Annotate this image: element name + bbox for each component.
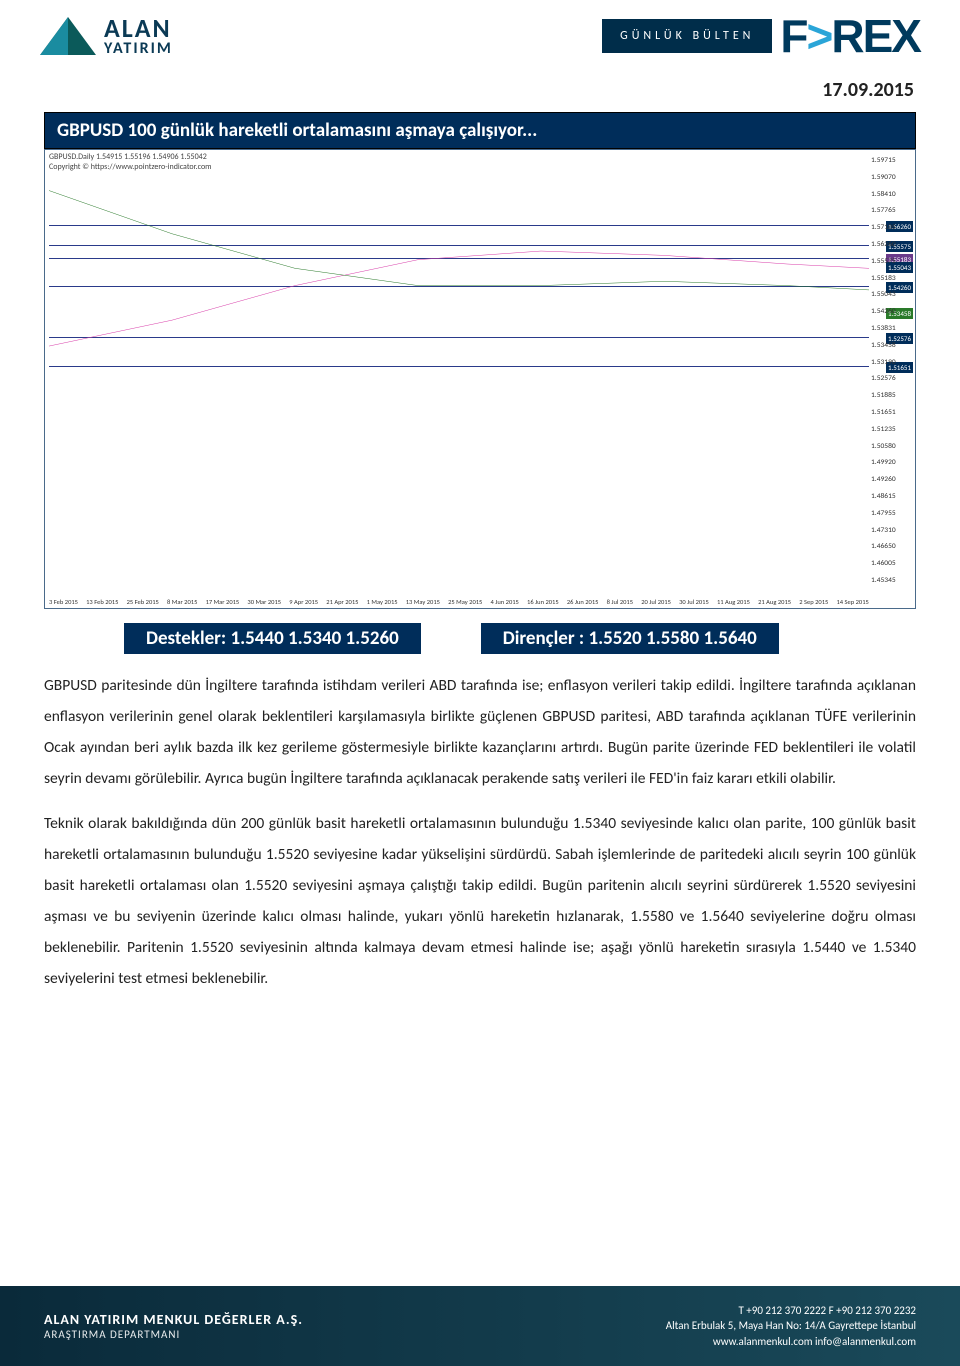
x-tick: 11 Aug 2015 (717, 598, 750, 606)
y-tick: 1.53458 (871, 341, 913, 349)
x-tick: 1 May 2015 (367, 598, 398, 606)
y-tick: 1.57765 (871, 206, 913, 214)
header-right: GÜNLÜK BÜLTEN F>REX (602, 9, 920, 63)
x-tick: 2 Sep 2015 (799, 598, 828, 606)
y-tick: 1.55575 (871, 257, 913, 265)
y-tick: 1.53190 (871, 358, 913, 366)
x-axis: 3 Feb 2015 13 Feb 2015 25 Feb 2015 8 Mar 20… (49, 598, 869, 606)
ma-curves (49, 156, 869, 588)
y-tick: 1.54260 (871, 307, 913, 315)
chart-title: GBPUSD 100 günlük hareketli ortalamasını… (44, 112, 916, 149)
y-tick: 1.49920 (871, 458, 913, 466)
x-tick: 3 Feb 2015 (49, 598, 78, 606)
supports-label: Destekler: 1.5440 1.5340 1.5260 (124, 623, 421, 654)
footer-company: ALAN YATIRIM MENKUL DEĞERLER A.Ş. (44, 1311, 303, 1328)
x-tick: 25 Feb 2015 (127, 598, 159, 606)
x-tick: 9 Apr 2015 (289, 598, 318, 606)
y-tick: 1.46650 (871, 542, 913, 550)
x-tick: 21 Apr 2015 (326, 598, 358, 606)
x-tick: 8 Jul 2015 (607, 598, 633, 606)
report-date: 17.09.2015 (0, 72, 960, 112)
y-axis: 1.59715 1.59070 1.58410 1.57765 1.57105 1.562… (871, 156, 913, 584)
x-tick: 8 Mar 2015 (167, 598, 197, 606)
x-tick: 21 Aug 2015 (758, 598, 791, 606)
footer-web: www.alanmenkul.com info@alanmenkul.com (666, 1334, 916, 1349)
x-tick: 30 Mar 2015 (247, 598, 281, 606)
y-tick: 1.53831 (871, 324, 913, 332)
y-tick: 1.55183 (871, 274, 913, 282)
chart-plot: 1.562601.555751.551831.550431.542601.534… (49, 156, 869, 588)
x-tick: 20 Jul 2015 (641, 598, 671, 606)
y-tick: 1.47310 (871, 526, 913, 534)
resistances-label: Dirençler : 1.5520 1.5580 1.5640 (481, 623, 779, 654)
footer-dept: ARAŞTIRMA DEPARTMANI (44, 1328, 303, 1341)
x-tick: 17 Mar 2015 (206, 598, 240, 606)
y-tick: 1.46005 (871, 559, 913, 567)
y-tick: 1.48615 (871, 492, 913, 500)
logo: ALAN YATIRIM (40, 15, 173, 57)
y-tick: 1.47955 (871, 509, 913, 517)
paragraph-2: Teknik olarak bakıldığında dün 200 günlü… (44, 808, 916, 994)
forex-logo: F>REX (780, 9, 920, 63)
y-tick: 1.50580 (871, 442, 913, 450)
analysis-text: GBPUSD paritesinde dün İngiltere tarafın… (44, 670, 916, 994)
y-tick: 1.51885 (871, 391, 913, 399)
x-tick: 25 May 2015 (448, 598, 482, 606)
footer: ALAN YATIRIM MENKUL DEĞERLER A.Ş. ARAŞTI… (0, 1286, 960, 1366)
footer-phone: T +90 212 370 2222 F +90 212 370 2232 (666, 1303, 916, 1318)
logo-sub: YATIRIM (104, 41, 173, 57)
x-tick: 16 Jun 2015 (527, 598, 559, 606)
price-chart: GBPUSD.Daily 1.54915 1.55196 1.54906 1.5… (44, 149, 916, 609)
support-resistance-row: Destekler: 1.5440 1.5340 1.5260 Dirençle… (124, 623, 916, 654)
x-tick: 14 Sep 2015 (836, 598, 868, 606)
bulletin-badge: GÜNLÜK BÜLTEN (602, 19, 772, 53)
y-tick: 1.55043 (871, 290, 913, 298)
x-tick: 13 Feb 2015 (86, 598, 118, 606)
y-tick: 1.57105 (871, 223, 913, 231)
y-tick: 1.45345 (871, 576, 913, 584)
y-tick: 1.51235 (871, 425, 913, 433)
y-tick: 1.52576 (871, 374, 913, 382)
y-tick: 1.59715 (871, 156, 913, 164)
y-tick: 1.59070 (871, 173, 913, 181)
paragraph-1: GBPUSD paritesinde dün İngiltere tarafın… (44, 670, 916, 794)
x-tick: 13 May 2015 (406, 598, 440, 606)
header: ALAN YATIRIM GÜNLÜK BÜLTEN F>REX (0, 0, 960, 72)
y-tick: 1.51651 (871, 408, 913, 416)
y-tick: 1.56260 (871, 240, 913, 248)
x-tick: 30 Jul 2015 (679, 598, 709, 606)
y-tick: 1.58410 (871, 190, 913, 198)
x-tick: 26 Jun 2015 (567, 598, 599, 606)
footer-address: Altan Erbulak 5, Maya Han No: 14/A Gayre… (666, 1318, 916, 1333)
y-tick: 1.49260 (871, 475, 913, 483)
logo-main: ALAN (104, 15, 173, 41)
logo-icon (40, 17, 96, 55)
x-tick: 4 Jun 2015 (491, 598, 519, 606)
